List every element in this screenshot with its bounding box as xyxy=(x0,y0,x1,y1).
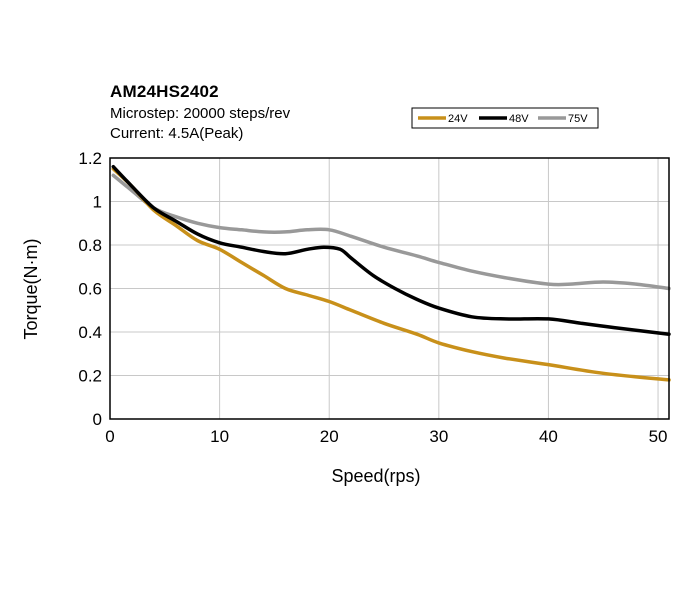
x-tick-label: 0 xyxy=(105,427,114,446)
x-tick-label: 20 xyxy=(320,427,339,446)
y-tick-label: 0 xyxy=(93,410,102,429)
y-tick-label: 0.2 xyxy=(78,367,102,386)
series-line-75V xyxy=(111,173,671,291)
legend-label-24V: 24V xyxy=(448,113,468,125)
y-tick-label: 1.2 xyxy=(78,149,102,168)
y-tick-label: 0.8 xyxy=(78,236,102,255)
y-axis-label: Torque(N·m) xyxy=(21,238,41,339)
chart-title: AM24HS2402 xyxy=(110,82,219,101)
x-tick-label: 40 xyxy=(539,427,558,446)
x-tick-label: 50 xyxy=(649,427,668,446)
y-tick-label: 1 xyxy=(93,193,102,212)
grid xyxy=(110,158,669,419)
x-tick-label: 10 xyxy=(210,427,229,446)
y-tick-label: 0.6 xyxy=(78,280,102,299)
series-line-48V xyxy=(111,164,671,336)
series-line-24V xyxy=(111,167,671,382)
legend: 24V 48V 75V xyxy=(411,107,599,129)
legend-label-75V: 75V xyxy=(568,113,588,125)
ticks: 0 10 20 30 40 50 0 0.2 0.4 0.6 0.8 1 1.2 xyxy=(78,149,667,446)
x-tick-label: 30 xyxy=(429,427,448,446)
plot-frame xyxy=(109,157,670,420)
legend-label-48V: 48V xyxy=(509,113,529,125)
series-group xyxy=(111,164,671,382)
y-tick-label: 0.4 xyxy=(78,323,102,342)
chart-subtitle-current: Current: 4.5A(Peak) xyxy=(110,125,244,142)
chart-subtitle-microstep: Microstep: 20000 steps/rev xyxy=(110,105,291,122)
x-axis-label: Speed(rps) xyxy=(331,466,420,486)
